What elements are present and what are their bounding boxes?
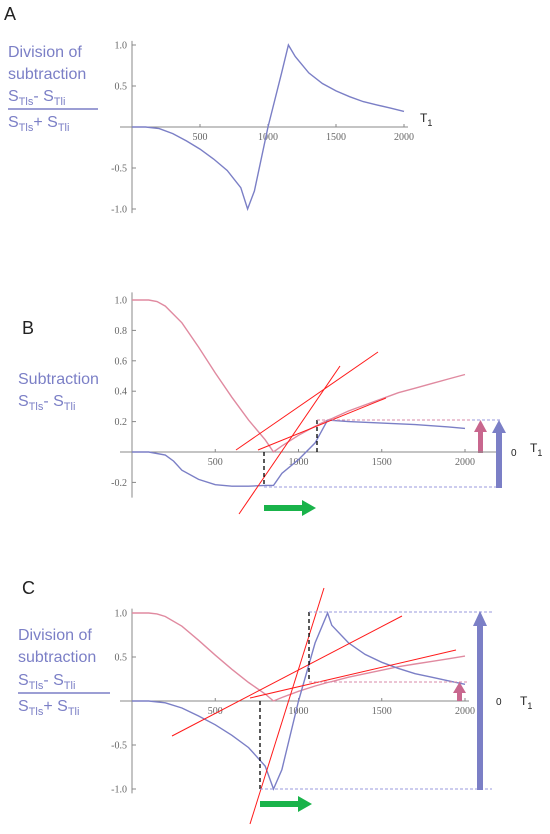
panel-a-series-blue-line [132, 43, 405, 212]
panel-c-x-tick-label: 1000 [289, 706, 309, 717]
panel-c-zero-label: 0 [496, 697, 502, 708]
panel-b-blue-arrow-head [492, 420, 506, 433]
panel-c-x-axis-label: T1 [520, 694, 532, 711]
panel-c-fraction: STls- STli STls+ STli [18, 672, 110, 718]
panel-a-y-tick-label: -1.0 [111, 205, 127, 216]
panel-a-x-axis-label: T1 [420, 111, 432, 128]
panel-c-series-pink-line [132, 612, 466, 702]
panel-c-x-tick-label: 500 [208, 706, 223, 717]
panel-c-blue-arrow-shaft [477, 625, 483, 790]
panel-b-label-line-1: Subtraction [18, 371, 99, 388]
panel-a-denominator: STls+ STli [8, 114, 69, 134]
panel-c-series-blue-line [132, 611, 466, 791]
panel-b-y-tick-label: -0.2 [111, 478, 127, 489]
panel-b-series-pink-line [132, 299, 466, 453]
panel-a-x-tick-label: 1500 [326, 132, 346, 143]
panel-c-pink-arrow-head [453, 682, 466, 693]
panel-a-label-line-2: subtraction [8, 66, 86, 83]
panel-c-label-line-1: Division of [18, 627, 92, 644]
panel-c-y-tick-label: -0.5 [111, 741, 127, 752]
panel-c-tangent-line-shallow [249, 649, 457, 699]
panel-c-x-tick-label: 1500 [372, 706, 392, 717]
panel-c-tangent-line-steep [249, 587, 325, 825]
panel-b-pink-arrow-shaft [478, 431, 483, 453]
panel-b-y-tick-label: 0.6 [115, 356, 128, 367]
panel-c-y-tick-label: -1.0 [111, 785, 127, 796]
panel-c-green-arrow-head [298, 796, 312, 812]
panel-a-plot: 500 1000 1500 2000 -1.0 -0.5 0.5 1.0 [111, 41, 414, 216]
panel-c-pink-arrow-shaft [457, 692, 462, 701]
panel-a-x-tick-label: 2000 [394, 132, 414, 143]
panel-b-tangent-line-steep [238, 365, 341, 515]
panel-a-letter: A [4, 4, 16, 24]
panel-c-letter: C [22, 578, 35, 598]
panel-c-annotations: 0 T1 [171, 587, 532, 825]
panel-b-y-tick-label: 0.8 [115, 326, 128, 337]
panel-b-series-blue-line [132, 419, 466, 487]
panel-b-green-arrow-shaft [264, 505, 304, 511]
panel-c-label-line-2: subtraction [18, 649, 96, 666]
panel-b-zero-label: 0 [511, 448, 517, 459]
panel-c-plot: 500 1000 1500 2000 -1.0 -0.5 0.5 1.0 [111, 609, 475, 796]
panel-a-label-line-1: Division of [8, 44, 82, 61]
panel-b-x-tick-label: 1000 [289, 457, 309, 468]
panel-a-x-tick-label: 500 [193, 132, 208, 143]
panel-c-denominator: STls+ STli [18, 698, 79, 718]
panel-b-letter: B [22, 318, 34, 338]
panel-a: A Division of subtraction STls- STli STl… [4, 4, 432, 216]
panel-c-green-arrow-shaft [260, 801, 300, 807]
panel-b-annotations: 0 T1 [235, 351, 542, 516]
panel-a-fraction: STls- STli STls+ STli [8, 88, 98, 134]
panel-b-x-tick-label: 1500 [372, 457, 392, 468]
panel-c: C Division of subtraction STls- STli STl… [18, 578, 532, 825]
panel-b-x-tick-label: 500 [208, 457, 223, 468]
panel-b-tangent-line-medium [235, 351, 379, 451]
panel-c-tangent-line-medium [171, 615, 403, 737]
panel-b-blue-arrow-shaft [496, 432, 502, 488]
panel-a-x-tick-label: 1000 [258, 132, 278, 143]
panel-a-y-tick-label: -0.5 [111, 164, 127, 175]
panel-c-y-tick-label: 1.0 [115, 609, 128, 620]
panel-b-tangent-line-shallow [257, 397, 387, 451]
panel-b-x-axis-label: T1 [530, 441, 542, 458]
panel-b-green-arrow-head [302, 500, 316, 516]
panel-b-y-tick-label: 0.2 [115, 417, 128, 428]
panel-b-x-tick-label: 2000 [455, 457, 475, 468]
panel-c-numerator: STls- STli [18, 672, 75, 692]
panel-b-y-tick-label: 1.0 [115, 296, 128, 307]
panel-c-blue-arrow-head [473, 611, 487, 626]
panel-a-y-tick-label: 0.5 [115, 82, 128, 93]
panel-b-numerator: STls- STli [18, 393, 75, 413]
panel-b: B Subtraction STls- STli 500 1000 1500 2000… [18, 292, 542, 516]
panel-c-x-tick-label: 2000 [455, 706, 475, 717]
panel-a-numerator: STls- STli [8, 88, 65, 108]
panel-b-pink-arrow-head [474, 420, 487, 432]
panel-b-y-tick-label: 0.4 [115, 387, 128, 398]
panel-a-y-tick-label: 1.0 [115, 41, 128, 52]
panel-b-plot: 500 1000 1500 2000 -0.2 0.2 0.4 0.6 0.8 1.0 [111, 292, 475, 498]
panel-c-y-tick-label: 0.5 [115, 653, 128, 664]
